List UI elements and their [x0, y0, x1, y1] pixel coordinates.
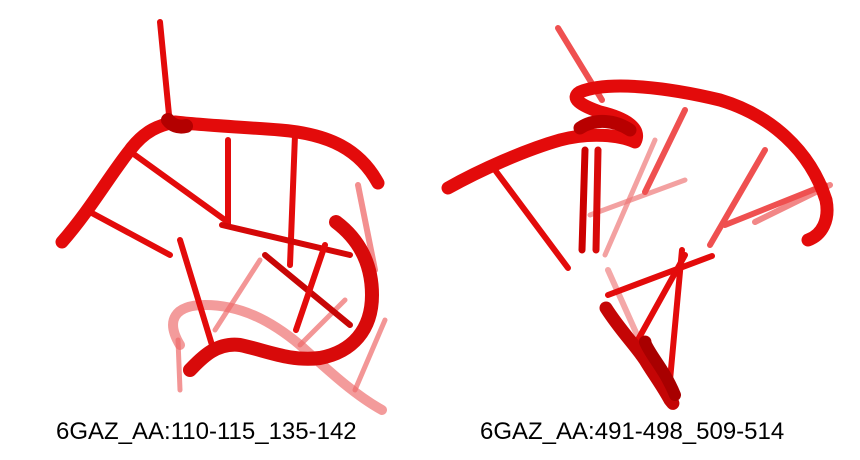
- backbone-front-right: [441, 79, 834, 410]
- rna-structure-render-right: [441, 25, 834, 410]
- structure-panel-left: 6GAZ_AA:110-115_135-142: [55, 19, 388, 445]
- rna-structure-render-left: [55, 19, 388, 415]
- base-sticks-right: [492, 25, 828, 383]
- structure-panel-right: 6GAZ_AA:491-498_509-514: [430, 0, 860, 460]
- structure-caption-left: 6GAZ_AA:110-115_135-142: [56, 418, 357, 445]
- backbone-back-left: [168, 182, 388, 415]
- backbone-front-left: [55, 113, 385, 377]
- base-sticks-left: [87, 19, 353, 348]
- structure-caption-right: 6GAZ_AA:491-498_509-514: [480, 418, 785, 445]
